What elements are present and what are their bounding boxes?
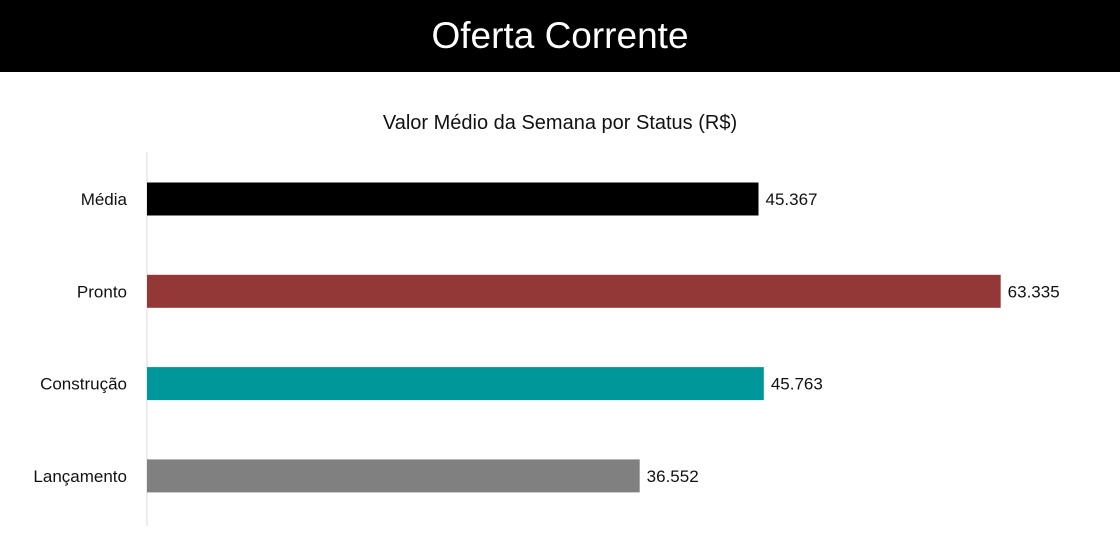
category-label: Construção	[40, 375, 127, 394]
bar-1	[147, 274, 1001, 308]
bar-2	[147, 367, 764, 401]
data-label: 45.367	[765, 190, 817, 209]
data-label: 36.552	[647, 467, 699, 486]
category-label: Média	[81, 190, 128, 209]
category-label: Lançamento	[33, 467, 127, 486]
page-header: Oferta Corrente	[0, 0, 1120, 72]
data-label: 63.335	[1008, 282, 1060, 301]
category-label: Pronto	[77, 282, 127, 301]
chart-title: Valor Médio da Semana por Status (R$)	[382, 112, 738, 134]
page-title: Oferta Corrente	[431, 15, 689, 56]
bars-group: Média 45.367 Pronto 63.335 Construção 45.763 L…	[33, 182, 1060, 493]
bar-0	[147, 182, 759, 216]
bar-3	[147, 459, 640, 493]
data-label: 45.763	[771, 375, 823, 394]
